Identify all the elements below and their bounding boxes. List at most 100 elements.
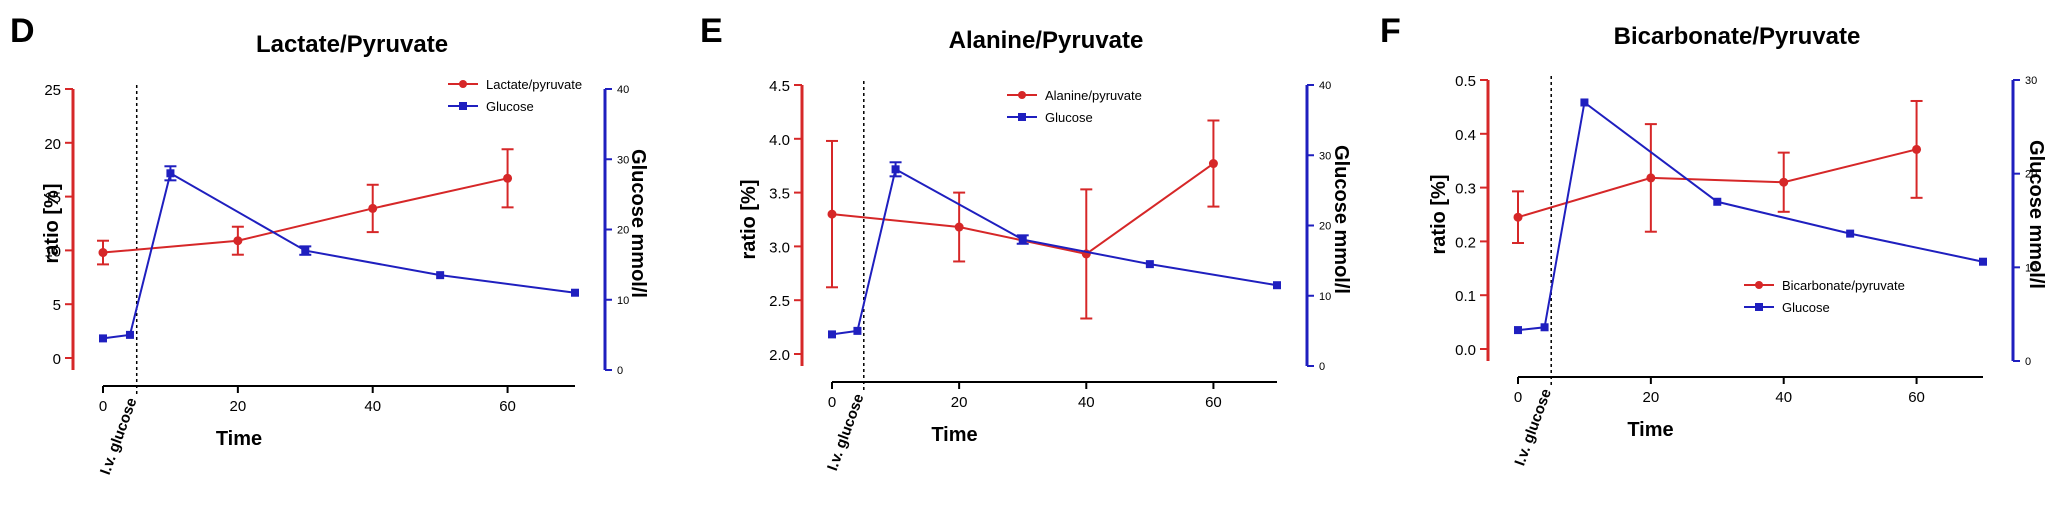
- data-point: [99, 334, 107, 343]
- x-tick-label: 20: [951, 394, 968, 411]
- y-axis-label: ratio [%]: [1428, 175, 1450, 255]
- data-point: [301, 246, 310, 255]
- y-tick-label: 0.4: [1455, 127, 1476, 144]
- data-point: [1846, 229, 1855, 238]
- panel-d: D Lactate/Pyruvate 0 5 10 15 20 25 ratio [%] 0 10 2…: [10, 12, 649, 477]
- x-tick-label: 60: [499, 398, 516, 415]
- data-point: [1018, 235, 1027, 244]
- legend-marker: [1755, 281, 1763, 289]
- panel-letter: F: [1380, 12, 1401, 50]
- y-tick-label: 3.0: [769, 239, 790, 256]
- y2-axis-label: Glucose mmol/l: [627, 149, 649, 298]
- chart-title: Alanine/Pyruvate: [949, 27, 1144, 54]
- y2-tick-label: 0: [1319, 361, 1325, 373]
- y2-tick-label: 40: [617, 84, 629, 96]
- x-axis-label: Time: [931, 424, 977, 446]
- y2-tick-label: 0: [617, 365, 623, 377]
- y-tick-label: 25: [44, 82, 61, 99]
- y-tick-label: 5: [53, 297, 61, 314]
- y2-tick-label: 10: [2025, 262, 2037, 274]
- legend-marker: [1018, 91, 1026, 99]
- y-tick-label: 0.5: [1455, 73, 1476, 90]
- y-tick-label: 4.5: [769, 78, 790, 95]
- legend-marker: [1018, 113, 1026, 121]
- y-axis-label: ratio [%]: [41, 184, 63, 264]
- data-point: [828, 330, 836, 339]
- series-line-glucose: [831, 167, 1278, 336]
- data-point: [1513, 212, 1523, 222]
- data-point: [1514, 326, 1522, 335]
- data-point: [98, 248, 108, 258]
- y-tick-label: 15: [44, 190, 61, 207]
- data-point: [1713, 197, 1722, 206]
- legend-label: Bicarbonate/pyruvate: [1782, 278, 1905, 293]
- data-point: [503, 173, 513, 183]
- y-tick-label: 10: [44, 243, 61, 260]
- x-tick-label: 0: [99, 398, 107, 415]
- panel-f: F Bicarbonate/Pyruvate 0.0 0.1 0.2 0.3 0.4 0.5 r…: [1380, 12, 2047, 468]
- chart-title: Lactate/Pyruvate: [256, 31, 448, 58]
- data-point: [571, 288, 579, 297]
- data-point: [1208, 159, 1218, 169]
- y-tick-label: 4.0: [769, 132, 790, 149]
- data-point: [1580, 98, 1589, 107]
- legend-label: Lactate/pyruvate: [486, 77, 582, 92]
- y-tick-label: 0.1: [1455, 288, 1476, 305]
- y-tick-label: 3.5: [769, 186, 790, 203]
- legend-label: Alanine/pyruvate: [1045, 88, 1142, 103]
- data-point: [853, 326, 862, 335]
- y2-tick-label: 30: [1319, 150, 1331, 162]
- data-point: [1273, 281, 1281, 290]
- series-line-bicarbonate-pyruvate: [1517, 148, 1917, 219]
- legend-label: Glucose: [486, 99, 534, 114]
- y2-axis-label: Glucose mmol/l: [2025, 140, 2047, 289]
- y2-tick-label: 20: [1319, 221, 1331, 233]
- y-tick-label: 2.5: [769, 293, 790, 310]
- data-point: [233, 236, 243, 246]
- y2-axis-label: Glucose mmol/l: [1330, 145, 1352, 294]
- legend-label: Glucose: [1045, 110, 1093, 125]
- y-tick-label: 0.0: [1455, 342, 1476, 359]
- y2-tick-label: 10: [617, 295, 629, 307]
- y-axis-label: ratio [%]: [738, 180, 760, 260]
- data-point: [368, 203, 378, 213]
- x-tick-label: 40: [1078, 394, 1095, 411]
- y-tick-label: 20: [44, 136, 61, 153]
- legend-marker: [1755, 303, 1763, 311]
- data-point: [1145, 260, 1154, 269]
- y2-tick-label: 20: [617, 225, 629, 237]
- data-point: [1979, 257, 1987, 266]
- x-tick-label: 0: [828, 394, 836, 411]
- legend-marker: [459, 80, 467, 88]
- series-line-glucose: [102, 171, 576, 340]
- chart-title: Bicarbonate/Pyruvate: [1614, 23, 1861, 50]
- data-point: [1779, 177, 1789, 187]
- x-tick-label: 40: [1775, 389, 1792, 406]
- panel-letter: D: [10, 12, 35, 50]
- data-point: [125, 330, 134, 339]
- data-point: [891, 165, 900, 174]
- y2-tick-label: 0: [2025, 356, 2031, 368]
- x-tick-label: 40: [364, 398, 381, 415]
- legend-marker: [459, 102, 467, 110]
- data-point: [1646, 173, 1656, 183]
- data-point: [166, 169, 175, 178]
- y2-tick-label: 10: [1319, 291, 1331, 303]
- x-tick-label: 0: [1514, 389, 1522, 406]
- y-tick-label: 0.2: [1455, 234, 1476, 251]
- series-line-lactate-pyruvate: [102, 177, 508, 254]
- data-point: [1912, 144, 1922, 154]
- y-tick-label: 2.0: [769, 347, 790, 364]
- data-point: [827, 209, 837, 219]
- y2-tick-label: 40: [1319, 80, 1331, 92]
- y-tick-label: 0: [53, 351, 61, 368]
- x-tick-label: 60: [1908, 389, 1925, 406]
- y2-tick-label: 20: [2025, 169, 2037, 181]
- data-point: [954, 222, 964, 232]
- x-tick-label: 60: [1205, 394, 1222, 411]
- panel-letter: E: [700, 12, 723, 50]
- x-axis-label: Time: [216, 428, 262, 450]
- y2-tick-label: 30: [2025, 75, 2037, 87]
